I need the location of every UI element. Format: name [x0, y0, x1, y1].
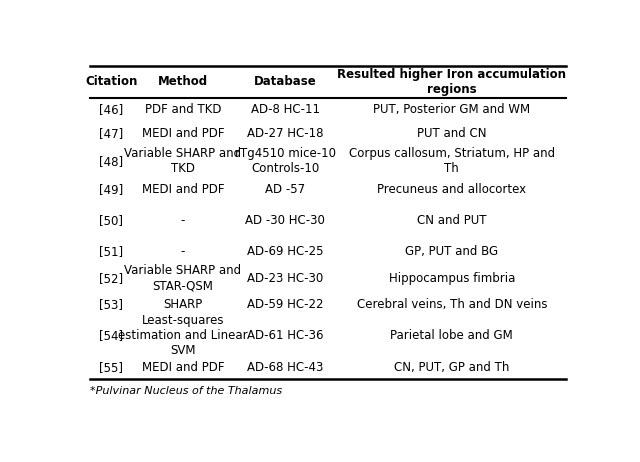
- Text: -: -: [180, 214, 185, 227]
- Text: Citation: Citation: [85, 75, 138, 88]
- Text: AD-23 HC-30: AD-23 HC-30: [247, 272, 323, 285]
- Text: Resulted higher Iron accumulation
regions: Resulted higher Iron accumulation region…: [337, 68, 566, 96]
- Text: PDF and TKD: PDF and TKD: [145, 103, 221, 116]
- Text: AD-8 HC-11: AD-8 HC-11: [251, 103, 319, 116]
- Text: Method: Method: [157, 75, 208, 88]
- Text: Database: Database: [254, 75, 317, 88]
- Text: PUT, Posterior GM and WM: PUT, Posterior GM and WM: [373, 103, 531, 116]
- Text: AD-27 HC-18: AD-27 HC-18: [247, 127, 323, 140]
- Text: PUT and CN: PUT and CN: [417, 127, 486, 140]
- Text: MEDI and PDF: MEDI and PDF: [141, 361, 224, 374]
- Text: [48]: [48]: [99, 155, 124, 168]
- Text: CN, PUT, GP and Th: CN, PUT, GP and Th: [394, 361, 509, 374]
- Text: [46]: [46]: [99, 103, 124, 116]
- Text: Precuneus and allocortex: Precuneus and allocortex: [377, 183, 526, 196]
- Text: GP, PUT and BG: GP, PUT and BG: [405, 245, 499, 258]
- Text: [53]: [53]: [99, 298, 124, 311]
- Text: MEDI and PDF: MEDI and PDF: [141, 127, 224, 140]
- Text: AD-68 HC-43: AD-68 HC-43: [247, 361, 323, 374]
- Text: CN and PUT: CN and PUT: [417, 214, 486, 227]
- Text: Hippocampus fimbria: Hippocampus fimbria: [388, 272, 515, 285]
- Text: [52]: [52]: [99, 272, 124, 285]
- Text: AD-69 HC-25: AD-69 HC-25: [247, 245, 323, 258]
- Text: [50]: [50]: [99, 214, 124, 227]
- Text: Variable SHARP and
STAR-QSM: Variable SHARP and STAR-QSM: [124, 264, 241, 292]
- Text: Cerebral veins, Th and DN veins: Cerebral veins, Th and DN veins: [356, 298, 547, 311]
- Text: *Pulvinar Nucleus of the Thalamus: *Pulvinar Nucleus of the Thalamus: [90, 386, 282, 395]
- Text: Variable SHARP and
TKD: Variable SHARP and TKD: [124, 147, 241, 176]
- Text: AD -30 HC-30: AD -30 HC-30: [245, 214, 325, 227]
- Text: [49]: [49]: [99, 183, 124, 196]
- Text: AD -57: AD -57: [265, 183, 305, 196]
- Text: AD-61 HC-36: AD-61 HC-36: [247, 329, 323, 342]
- Text: SHARP: SHARP: [163, 298, 202, 311]
- Text: [55]: [55]: [99, 361, 124, 374]
- Text: [51]: [51]: [99, 245, 124, 258]
- Text: Parietal lobe and GM: Parietal lobe and GM: [390, 329, 513, 342]
- Text: -: -: [180, 245, 185, 258]
- Text: AD-59 HC-22: AD-59 HC-22: [247, 298, 323, 311]
- Text: [47]: [47]: [99, 127, 124, 140]
- Text: MEDI and PDF: MEDI and PDF: [141, 183, 224, 196]
- Text: Least-squares
estimation and Linear
SVM: Least-squares estimation and Linear SVM: [118, 315, 248, 358]
- Text: rTg4510 mice-10
Controls-10: rTg4510 mice-10 Controls-10: [235, 147, 335, 176]
- Text: Corpus callosum, Striatum, HP and
Th: Corpus callosum, Striatum, HP and Th: [349, 147, 555, 176]
- Text: [54]: [54]: [99, 329, 124, 342]
